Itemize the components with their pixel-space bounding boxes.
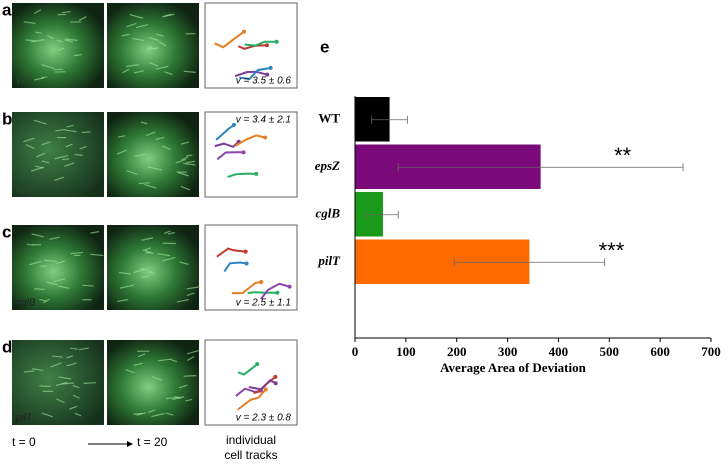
- track-head: [263, 136, 267, 140]
- track-head: [245, 262, 249, 266]
- track-head: [264, 388, 268, 392]
- x-tick-label: 500: [600, 344, 620, 359]
- velocity: v = 2.5 ± 1.1: [236, 298, 291, 309]
- track-head: [288, 285, 292, 289]
- track-head: [265, 43, 269, 47]
- y-tick-label: epsZ: [315, 158, 340, 173]
- track-head: [254, 172, 258, 176]
- velocity: v = 2.3 ± 0.8: [236, 413, 292, 424]
- track-head: [259, 280, 263, 284]
- cell: [139, 183, 150, 184]
- velocity: v = 3.4 ± 2.1: [236, 115, 291, 126]
- cell: [35, 32, 41, 33]
- x-tick-label: 200: [447, 344, 467, 359]
- cell: [141, 269, 148, 270]
- x-tick-label: 0: [352, 344, 359, 359]
- track-head: [274, 381, 278, 385]
- micrograph: [107, 225, 199, 310]
- strain-label: WT: [16, 76, 32, 87]
- velocity: v = 3.5 ± 0.6: [236, 76, 292, 87]
- track-head: [244, 250, 248, 254]
- panel-label: e: [320, 37, 329, 56]
- track-head: [242, 30, 246, 34]
- y-tick-label: pilT: [317, 253, 341, 268]
- cell-track: [248, 292, 278, 293]
- bar: [355, 145, 541, 190]
- strain-label: pilT: [15, 413, 33, 424]
- time-end: t = 20: [137, 435, 168, 449]
- track-head: [273, 375, 277, 379]
- time-start: t = 0: [12, 435, 36, 449]
- significance: **: [614, 143, 632, 168]
- x-axis-title: Average Area of Deviation: [440, 360, 586, 375]
- x-tick-label: 400: [549, 344, 569, 359]
- cell: [82, 132, 91, 133]
- micrograph: [107, 3, 199, 88]
- significance: ***: [599, 238, 625, 263]
- x-tick-label: 600: [650, 344, 670, 359]
- tracks-caption: individual: [226, 433, 276, 447]
- track-head: [242, 150, 246, 154]
- bar: [355, 97, 390, 142]
- cell: [82, 285, 93, 286]
- track-head: [275, 291, 279, 295]
- micrograph: [107, 112, 199, 197]
- panel-label: a: [2, 0, 12, 19]
- tracks-caption: cell tracks: [224, 448, 277, 462]
- micrograph: [107, 340, 199, 425]
- cell: [84, 383, 96, 384]
- track-head: [269, 66, 273, 70]
- y-tick-label: WT: [318, 111, 340, 126]
- y-tick-label: cglB: [315, 206, 340, 221]
- cell: [34, 289, 45, 290]
- x-tick-label: 300: [498, 344, 518, 359]
- track-head: [275, 40, 279, 44]
- bar: [355, 192, 383, 237]
- x-tick-label: 100: [396, 344, 416, 359]
- panel-label: d: [2, 337, 12, 356]
- track-head: [255, 362, 259, 366]
- x-tick-label: 700: [701, 344, 721, 359]
- bar: [355, 240, 529, 285]
- panel-label: c: [2, 222, 11, 241]
- strain-label: epsZ: [16, 185, 39, 196]
- cell: [184, 376, 197, 377]
- cell: [27, 244, 34, 245]
- panel-label: b: [2, 109, 12, 128]
- strain-label: cglB: [16, 298, 36, 309]
